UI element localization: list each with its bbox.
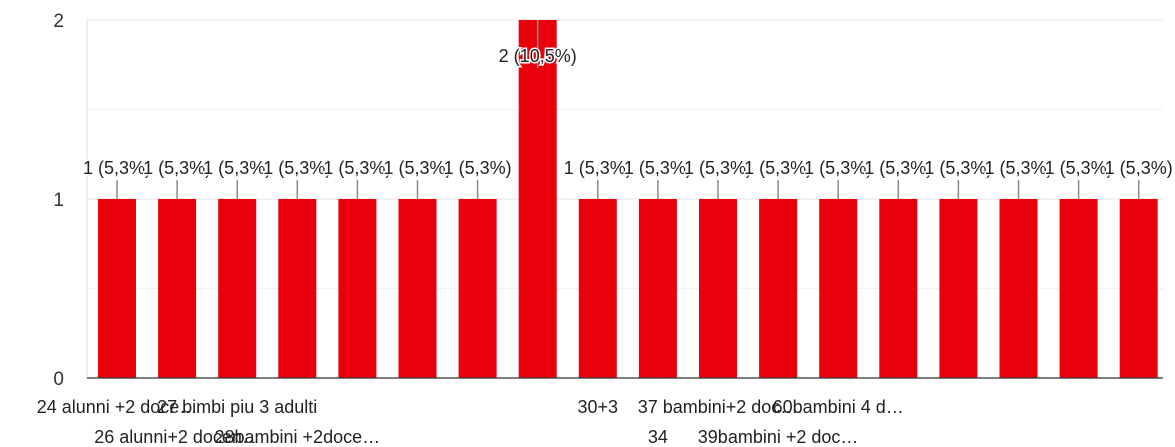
bar [1059,199,1098,378]
data-label: 1 (5,3%) [684,158,752,178]
y-tick-label: 2 [53,11,64,32]
data-label: 1 (5,3%) [624,158,692,178]
y-tick-label: 0 [53,369,64,390]
x-tick-label: 37 bambini+2 doc… [638,397,799,417]
bar [158,199,197,378]
bar [578,199,617,378]
data-label: 1 (5,3%) [143,158,211,178]
bar [699,199,737,378]
bar [278,199,317,378]
x-tick-label: 26 alunni+2 docen… [94,427,260,447]
bar [458,199,497,378]
data-label: 1 (5,3%) [444,158,512,178]
data-label: 1 (5,3%) [924,158,992,178]
bar [999,199,1038,378]
bar [398,199,437,378]
data-label: 1 (5,3%) [383,158,451,178]
data-label: 1 (5,3%) [564,158,632,178]
data-label: 1 (5,3%) [804,158,872,178]
data-label: 1 (5,3%) [744,158,812,178]
x-tick-label: 28bambini +2doce… [214,427,380,447]
bar [638,199,677,378]
bar [338,199,377,378]
x-tick-label: 24 alunni +2 doce… [37,397,198,417]
data-label: 1 (5,3%) [1105,158,1173,178]
y-tick-label: 1 [53,190,64,211]
x-tick-label: 39bambini +2 doc… [698,427,859,447]
x-tick-label: 30+3 [578,397,619,417]
data-label: 2 (10,5%) [499,46,577,66]
data-label: 1 (5,3%) [864,158,932,178]
bar [759,199,798,378]
bar [939,199,978,378]
data-label: 1 (5,3%) [1045,158,1113,178]
data-label: 1 (5,3%) [323,158,391,178]
x-tick-label: 60bambini 4 d… [773,397,904,417]
bar [1119,199,1158,378]
bar [218,199,257,378]
data-label: 1 (5,3%) [984,158,1052,178]
x-tick-label: 27 bimbi piu 3 adulti [157,397,317,417]
bar [819,199,858,378]
data-label: 1 (5,3%) [203,158,271,178]
data-label: 1 (5,3%) [83,158,151,178]
data-label: 1 (5,3%) [263,158,331,178]
bar [98,199,136,378]
bar [879,199,918,378]
bar [518,20,557,378]
x-tick-label: 34 [648,427,668,447]
